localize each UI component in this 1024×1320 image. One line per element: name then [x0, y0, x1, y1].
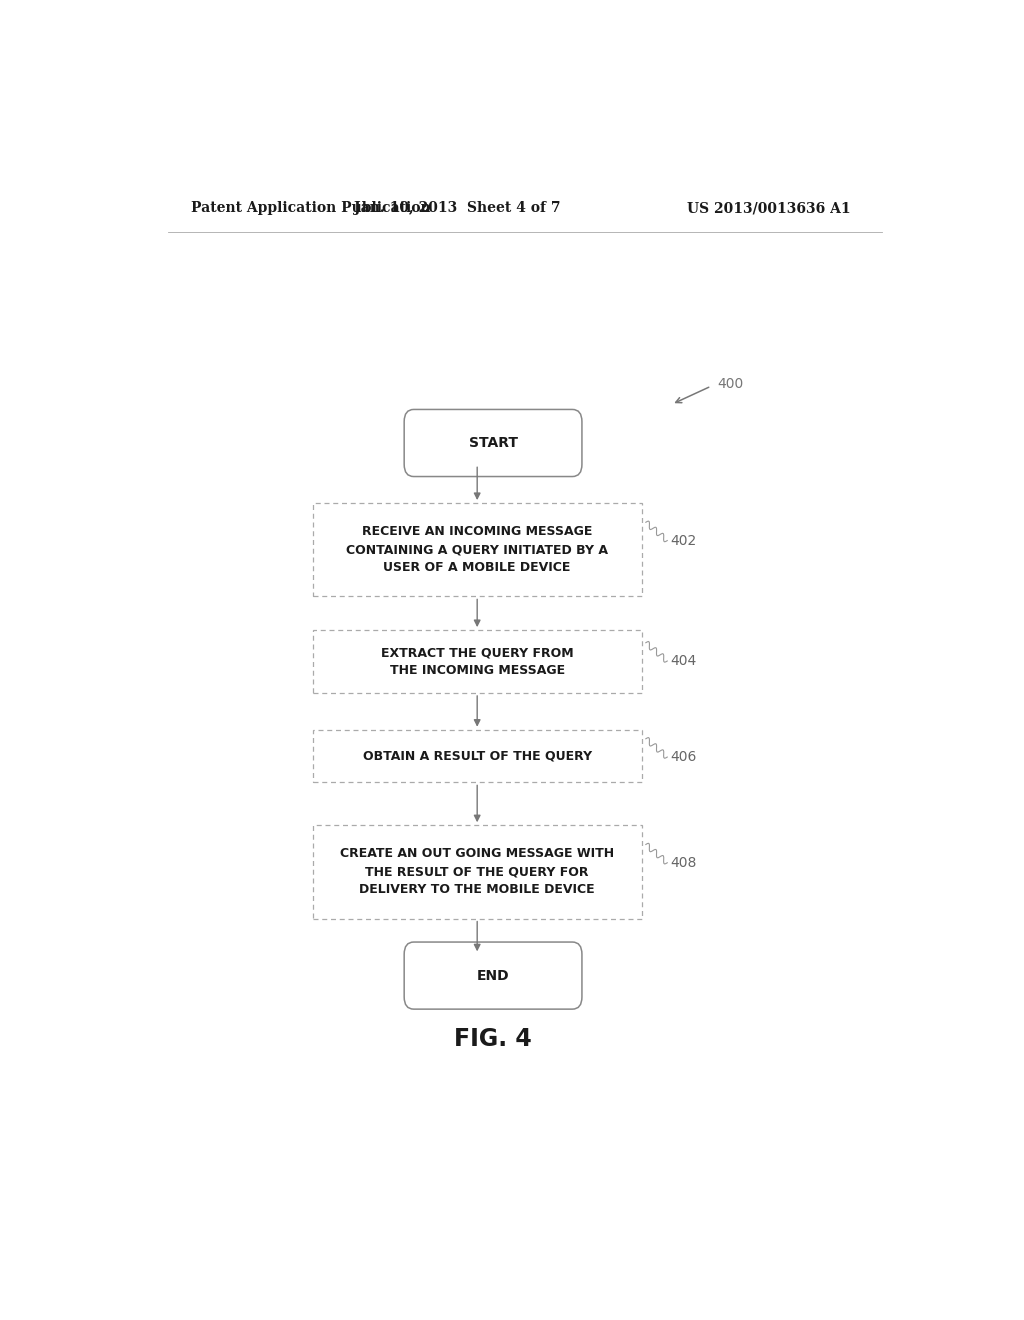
Text: START: START: [469, 436, 517, 450]
Text: RECEIVE AN INCOMING MESSAGE
CONTAINING A QUERY INITIATED BY A
USER OF A MOBILE D: RECEIVE AN INCOMING MESSAGE CONTAINING A…: [346, 525, 608, 574]
Bar: [312, 503, 642, 597]
FancyBboxPatch shape: [404, 409, 582, 477]
Text: FIG. 4: FIG. 4: [455, 1027, 531, 1051]
Text: 404: 404: [671, 653, 696, 668]
Text: Patent Application Publication: Patent Application Publication: [191, 201, 431, 215]
Text: US 2013/0013636 A1: US 2013/0013636 A1: [686, 201, 850, 215]
Text: Jan. 10, 2013  Sheet 4 of 7: Jan. 10, 2013 Sheet 4 of 7: [354, 201, 560, 215]
Text: 400: 400: [718, 378, 743, 391]
Text: EXTRACT THE QUERY FROM
THE INCOMING MESSAGE: EXTRACT THE QUERY FROM THE INCOMING MESS…: [381, 645, 573, 677]
Bar: [312, 630, 642, 693]
Text: 406: 406: [671, 750, 696, 764]
FancyBboxPatch shape: [404, 942, 582, 1008]
Text: OBTAIN A RESULT OF THE QUERY: OBTAIN A RESULT OF THE QUERY: [362, 750, 592, 763]
Bar: [312, 825, 642, 919]
Text: CREATE AN OUT GOING MESSAGE WITH
THE RESULT OF THE QUERY FOR
DELIVERY TO THE MOB: CREATE AN OUT GOING MESSAGE WITH THE RES…: [340, 847, 614, 896]
Text: 408: 408: [671, 855, 696, 870]
Text: 402: 402: [671, 533, 696, 548]
Text: END: END: [477, 969, 509, 982]
Bar: [312, 730, 642, 783]
